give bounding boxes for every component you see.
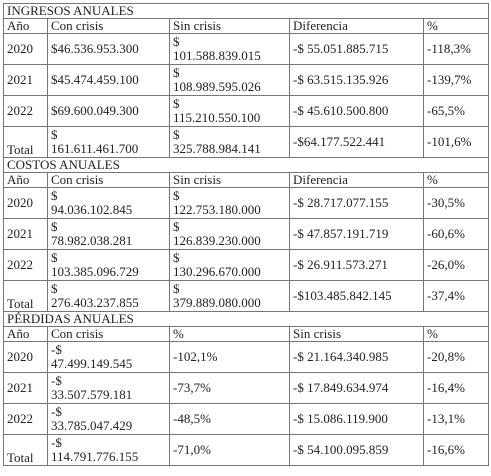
value-cell: -$ 17.849.634.974 (289, 372, 424, 404)
value-cell: $ 115.210.550.100 (169, 95, 290, 127)
value-cell: -$103.485.842.145 (289, 280, 424, 312)
year-cell: 2020 (3, 341, 48, 373)
header-cell: Con crisis (47, 18, 170, 34)
section-title: INGRESOS ANUALES (2, 3, 490, 19)
value-cell: -37,4% (422, 280, 490, 312)
year-cell: 2021 (3, 218, 48, 250)
value-cell: -$ 55.051.885.715 (289, 33, 424, 65)
year-cell: Total (3, 126, 48, 158)
value-cell: $ 379.889.080.000 (169, 280, 290, 312)
value-cell: $ 78.982.038.281 (47, 218, 170, 250)
value-cell: $45.474.459.100 (47, 64, 170, 96)
header-cell: Sin crisis (169, 172, 290, 188)
value-cell: -$ 33.785.047.429 (47, 403, 170, 435)
data-row: Total -$ 114.791.776.155 -71,0% -$ 54.100.0… (3, 434, 490, 466)
header-cell: Diferencia (289, 172, 424, 188)
header-cell: Con crisis (47, 172, 170, 188)
value-cell: $ 103.385.096.729 (47, 249, 170, 281)
value-cell: -16,6% (422, 434, 490, 466)
value-cell: -118,3% (422, 33, 490, 65)
header-row: Año Con crisis Sin crisis Diferencia% (3, 172, 490, 188)
value-cell: $ 276.403.237.855 (47, 280, 170, 312)
year-cell: 2022 (3, 95, 48, 127)
value-cell: -$ 28.717.077.155 (289, 187, 424, 219)
value-cell: -16,4% (422, 372, 490, 404)
value-cell: -$ 47.857.191.719 (289, 218, 424, 250)
section-title: COSTOS ANUALES (2, 157, 490, 173)
value-cell: $ 108.989.595.026 (169, 64, 290, 96)
value-cell: -60,6% (422, 218, 490, 250)
value-cell: -102,1% (169, 341, 290, 373)
section-title: PÉRDIDAS ANUALES (2, 311, 490, 327)
data-row: 2022 $ 103.385.096.729 $ 130.296.670.000 -$… (3, 249, 490, 281)
header-cell: % (422, 172, 490, 188)
section-title-row: INGRESOS ANUALES (2, 3, 490, 19)
header-cell: Con crisis (47, 326, 170, 342)
data-row: 2021 $ 78.982.038.281 $ 126.839.230.000 -$ … (3, 218, 490, 250)
value-cell: -30,5% (422, 187, 490, 219)
data-row: 2021 $45.474.459.100 $ 108.989.595.026 -$ 6… (3, 64, 490, 96)
section-title-row: PÉRDIDAS ANUALES (2, 311, 490, 327)
value-cell: $ 94.036.102.845 (47, 187, 170, 219)
data-row: 2020 $ 94.036.102.845 $ 122.753.180.000 -$ … (3, 187, 490, 219)
value-cell: -$ 54.100.095.859 (289, 434, 424, 466)
value-cell: -$ 63.515.135.926 (289, 64, 424, 96)
data-row: Total $ 161.611.461.700 $ 325.788.984.141-… (3, 126, 490, 158)
header-cell: % (422, 326, 490, 342)
annual-table: INGRESOS ANUALES Año Con crisis Sin crisis D… (2, 3, 490, 466)
header-cell: Sin crisis (289, 326, 424, 342)
year-cell: 2020 (3, 187, 48, 219)
value-cell: -$ 47.499.149.545 (47, 341, 170, 373)
header-cell: Año (3, 18, 48, 34)
value-cell: -$ 21.164.340.985 (289, 341, 424, 373)
data-row: 2022 -$ 33.785.047.429 -48,5% -$ 15.086.119… (3, 403, 490, 435)
header-cell: Sin crisis (169, 18, 290, 34)
data-row: 2020 -$ 47.499.149.545 -102,1% -$ 21.164.34… (3, 341, 490, 373)
value-cell: -48,5% (169, 403, 290, 435)
value-cell: -26,0% (422, 249, 490, 281)
header-cell: % (169, 326, 290, 342)
value-cell: $ 101.588.839.015 (169, 33, 290, 65)
value-cell: -$ 15.086.119.900 (289, 403, 424, 435)
header-cell: Año (3, 326, 48, 342)
value-cell: -$ 45.610.500.800 (289, 95, 424, 127)
value-cell: -$ 114.791.776.155 (47, 434, 170, 466)
year-cell: Total (3, 434, 48, 466)
value-cell: -$64.177.522.441 (289, 126, 424, 158)
value-cell: -$ 33.507.579.181 (47, 372, 170, 404)
value-cell: -139,7% (422, 64, 490, 96)
value-cell: $ 325.788.984.141 (169, 126, 290, 158)
value-cell: $46.536.953.300 (47, 33, 170, 65)
value-cell: -71,0% (169, 434, 290, 466)
value-cell: -$ 26.911.573.271 (289, 249, 424, 281)
value-cell: -73,7% (169, 372, 290, 404)
data-row: 2021 -$ 33.507.579.181 -73,7% -$ 17.849.634… (3, 372, 490, 404)
year-cell: 2021 (3, 64, 48, 96)
value-cell: -65,5% (422, 95, 490, 127)
year-cell: 2022 (3, 403, 48, 435)
value-cell: $ 130.296.670.000 (169, 249, 290, 281)
header-cell: Diferencia (289, 18, 424, 34)
header-row: Año Con crisis% Sin crisis% (3, 326, 490, 342)
year-cell: 2021 (3, 372, 48, 404)
section-title-row: COSTOS ANUALES (2, 157, 490, 173)
value-cell: -101,6% (422, 126, 490, 158)
value-cell: -20,8% (422, 341, 490, 373)
table-body: INGRESOS ANUALES Año Con crisis Sin crisis D… (2, 3, 490, 466)
year-cell: 2022 (3, 249, 48, 281)
header-row: Año Con crisis Sin crisis Diferencia% (3, 18, 490, 34)
data-row: Total $ 276.403.237.855 $ 379.889.080.000-… (3, 280, 490, 312)
data-row: 2022 $69.600.049.300 $ 115.210.550.100 -$ 4… (3, 95, 490, 127)
value-cell: $ 126.839.230.000 (169, 218, 290, 250)
year-cell: Total (3, 280, 48, 312)
header-cell: % (422, 18, 490, 34)
header-cell: Año (3, 172, 48, 188)
value-cell: $ 122.753.180.000 (169, 187, 290, 219)
value-cell: $ 161.611.461.700 (47, 126, 170, 158)
value-cell: -13,1% (422, 403, 490, 435)
year-cell: 2020 (3, 33, 48, 65)
value-cell: $69.600.049.300 (47, 95, 170, 127)
data-row: 2020 $46.536.953.300 $ 101.588.839.015 -$ 5… (3, 33, 490, 65)
